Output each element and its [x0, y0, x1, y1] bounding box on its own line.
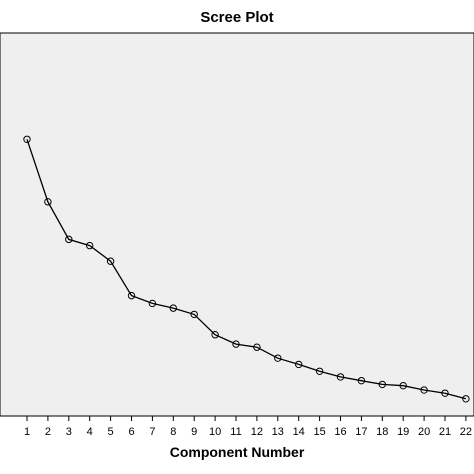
x-tick-label: 21: [439, 426, 451, 438]
x-tick-label: 14: [293, 426, 305, 438]
data-point: [106, 257, 115, 265]
x-tick-label: 3: [66, 426, 72, 438]
data-point: [420, 386, 428, 394]
plot-area-background: [0, 32, 474, 417]
x-tick-label: 19: [397, 426, 409, 438]
data-point: [462, 395, 470, 403]
data-points: [23, 135, 470, 403]
x-tick-label: 17: [355, 426, 367, 438]
x-tick-label: 12: [251, 426, 263, 438]
data-point: [232, 340, 240, 348]
x-tick-label: 6: [128, 426, 134, 438]
x-tick-label: 11: [230, 426, 241, 438]
series-line: [26, 139, 467, 400]
data-point: [253, 343, 261, 351]
x-tick-label: 8: [170, 426, 176, 438]
x-tick-label: 2: [45, 426, 51, 438]
data-point: [441, 389, 449, 397]
x-tick-label: 18: [376, 426, 388, 438]
data-point: [315, 367, 324, 375]
x-tick-label: 15: [313, 426, 325, 438]
x-tick-label: 20: [418, 426, 430, 438]
x-axis-label: Component Number: [169, 444, 305, 460]
data-point: [211, 331, 219, 339]
data-point: [378, 380, 386, 389]
x-tick-label: 1: [24, 426, 30, 438]
x-axis: 1 2 3 4 5 6 7 8 9 10 11 12 13 14 15 16 17 18 19 20 21 22: [24, 416, 472, 438]
data-point: [399, 381, 407, 390]
x-tick-label: 7: [149, 426, 155, 438]
data-point: [86, 241, 94, 250]
data-point: [190, 310, 198, 319]
x-tick-label: 10: [209, 426, 221, 438]
x-tick-label: 9: [191, 426, 197, 438]
x-tick-label: 22: [460, 426, 472, 438]
data-point: [65, 235, 73, 244]
data-point: [357, 376, 366, 385]
x-tick-label: 4: [87, 426, 93, 438]
data-point: [148, 299, 157, 308]
chart-title: Scree Plot: [200, 9, 274, 26]
x-tick-label: 16: [334, 426, 346, 438]
data-point: [127, 291, 136, 300]
x-tick-label: 5: [108, 426, 114, 438]
x-tick-label: 13: [272, 426, 284, 438]
data-point: [295, 360, 303, 369]
data-point: [274, 354, 282, 362]
data-point: [336, 373, 345, 381]
data-point: [169, 304, 178, 312]
data-point: [23, 135, 31, 144]
data-point: [44, 198, 52, 206]
